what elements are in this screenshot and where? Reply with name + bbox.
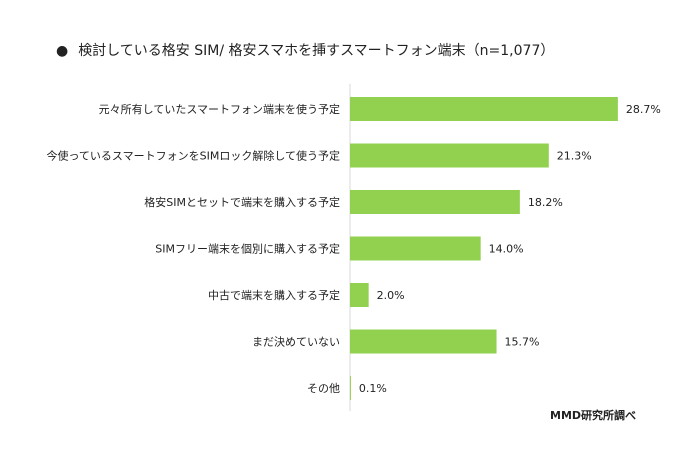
source-label: MMD研究所調べ: [550, 409, 637, 422]
value-label: 28.7%: [626, 103, 661, 116]
value-label: 18.2%: [528, 196, 563, 209]
bar: [350, 329, 497, 354]
value-label: 14.0%: [489, 243, 524, 256]
category-label: まだ決めていない: [252, 336, 340, 349]
value-label: 15.7%: [505, 336, 540, 349]
value-label: 0.1%: [359, 382, 387, 395]
bar: [350, 97, 618, 121]
bar: [350, 190, 520, 214]
chart-title: ● 検討している格安 SIM/ 格安スマホを挿すスマートフォン端末（n=1,077…: [56, 40, 554, 60]
category-label: SIMフリー端末を個別に購入する予定: [155, 242, 340, 256]
bar: [350, 143, 549, 168]
bar: [350, 236, 481, 261]
category-label: その他: [307, 382, 340, 395]
bar: [350, 376, 351, 400]
value-label: 2.0%: [377, 289, 405, 302]
category-label: 元々所有していたスマートフォン端末を使う予定: [99, 102, 340, 116]
title-bullet: ●: [56, 43, 69, 59]
bar: [350, 283, 369, 307]
category-label: 格安SIMとセットで端末を購入する予定: [144, 195, 340, 209]
category-label: 中古で端末を購入する予定: [208, 288, 340, 302]
title-text: 検討している格安 SIM/ 格安スマホを挿すスマートフォン端末（n=1,077）: [78, 43, 555, 59]
category-label: 今使っているスマートフォンをSIMロック解除して使う予定: [46, 149, 340, 163]
value-label: 21.3%: [557, 150, 592, 163]
